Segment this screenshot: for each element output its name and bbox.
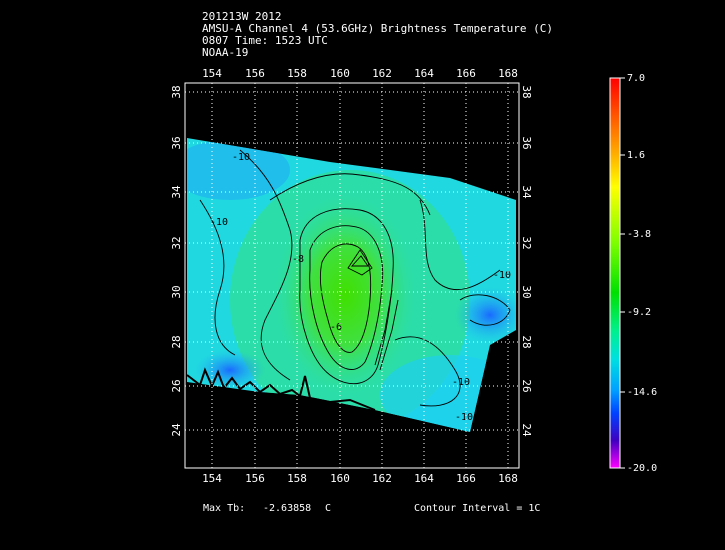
contour-label: -10	[210, 217, 228, 228]
swath-edge	[186, 367, 376, 411]
colorbar-label: -14.6	[627, 387, 657, 398]
swath-field	[187, 138, 516, 432]
lon-tick-label-top: 168	[498, 67, 518, 80]
lat-tick-label-left: 32	[170, 236, 183, 249]
lat-tick-label-left: 36	[170, 136, 183, 149]
colorbar-labels: 7.0 1.6 -3.8 -9.2 -14.6 -20.0	[620, 73, 657, 474]
lon-tick-label-bottom: 168	[498, 472, 518, 485]
contour-label: -6	[330, 322, 342, 333]
lon-tick-label-bottom: 156	[245, 472, 265, 485]
lon-tick-label-top: 154	[202, 67, 222, 80]
colorbar-label: -20.0	[627, 463, 657, 474]
lat-tick-label-right: 36	[520, 136, 533, 149]
plot-frame	[184, 82, 520, 469]
contour-label: -10	[452, 377, 470, 388]
max-tb-label: Max Tb:	[203, 503, 246, 514]
lon-tick-label-bottom: 160	[330, 472, 350, 485]
contour-label: -10	[455, 412, 473, 423]
graticule	[185, 83, 519, 468]
lat-tick-label-right: 34	[520, 185, 533, 199]
colorbar-label: -3.8	[627, 229, 651, 240]
axis-tick-labels: 154 154 156 156 158 158 160 160 162 162 164 164 166 1…	[170, 67, 533, 485]
colorbar	[609, 77, 621, 469]
lat-tick-label-right: 28	[520, 335, 533, 348]
max-tb-unit: C	[325, 503, 332, 514]
lon-tick-label-top: 156	[245, 67, 265, 80]
lat-tick-label-right: 38	[520, 85, 533, 98]
lat-tick-label-left: 28	[170, 335, 183, 348]
lon-tick-label-top: 166	[456, 67, 476, 80]
contour-label: -8	[292, 254, 304, 265]
contour-label: -10	[232, 152, 250, 163]
contour-interval: Contour Interval = 1C	[414, 503, 541, 514]
lon-tick-label-bottom: 166	[456, 472, 476, 485]
lon-tick-label-top: 162	[372, 67, 392, 80]
title-line-3: 0807 Time: 1523 UTC	[202, 34, 328, 47]
colorbar-label: -9.2	[627, 307, 651, 318]
title-line-2: AMSU-A Channel 4 (53.6GHz) Brightness Te…	[202, 22, 553, 35]
max-tb-value: -2.63858	[263, 503, 312, 514]
lon-tick-label-top: 164	[414, 67, 434, 80]
lat-tick-label-left: 30	[170, 285, 183, 298]
lat-tick-label-right: 32	[520, 236, 533, 249]
colorbar-label: 1.6	[627, 150, 645, 161]
lon-tick-label-bottom: 154	[202, 472, 222, 485]
contour-lines	[199, 149, 511, 407]
lat-tick-label-left: 38	[170, 85, 183, 98]
lat-tick-label-right: 24	[520, 423, 533, 437]
lat-tick-label-left: 26	[170, 379, 183, 392]
contour-label: -10	[493, 270, 511, 281]
contour-label-group: -10 -8 -6 -10 -10 -10 -10	[210, 152, 511, 423]
title-line-4: NOAA-19	[202, 46, 249, 59]
lon-tick-label-bottom: 162	[372, 472, 392, 485]
lon-tick-label-top: 160	[330, 67, 350, 80]
lat-tick-label-right: 30	[520, 285, 533, 298]
colorbar-label: 7.0	[627, 73, 645, 84]
lon-tick-label-bottom: 164	[414, 472, 434, 485]
lat-tick-label-right: 26	[520, 379, 533, 392]
lon-tick-label-bottom: 158	[287, 472, 307, 485]
lat-tick-label-left: 24	[170, 423, 183, 437]
lat-tick-label-left: 34	[170, 185, 183, 199]
lon-tick-label-top: 158	[287, 67, 307, 80]
title-line-1: 201213W 2012	[202, 10, 282, 23]
